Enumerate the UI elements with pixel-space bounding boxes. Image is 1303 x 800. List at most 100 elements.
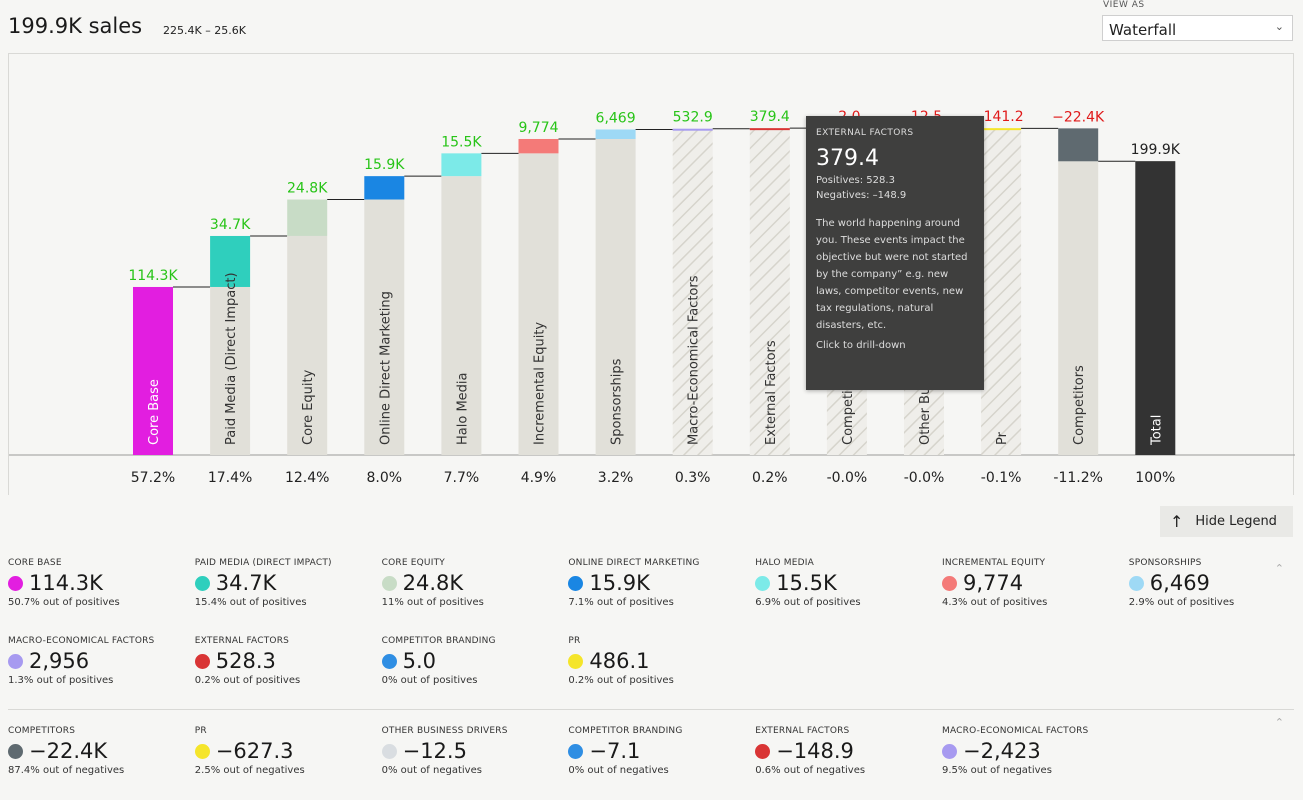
legend-item-name: EXTERNAL FACTORS [755, 726, 850, 736]
tooltip-title: EXTERNAL FACTORS [816, 128, 914, 138]
bar-base-column [749, 128, 790, 455]
data-label: −22.4K [1052, 109, 1105, 125]
legend-dot-icon [568, 575, 584, 591]
legend-dot-icon [942, 575, 957, 591]
bar-sponsorships [595, 129, 636, 139]
legend-item[interactable]: SPONSORSHIPS 6,469 2.9% out of positives [1128, 558, 1303, 608]
legend-item[interactable]: COMPETITOR BRANDING −7.1 0% out of negativ… [568, 726, 748, 776]
share-label: 17.4% [208, 470, 252, 486]
legend-dot-icon [755, 743, 771, 759]
legend-item-name: ONLINE DIRECT MARKETING [568, 558, 700, 568]
category-label: Sponsorships [610, 358, 625, 445]
legend-item[interactable]: ONLINE DIRECT MARKETING 15.9K 7.1% out of … [568, 558, 748, 608]
data-label: 532.9 [673, 110, 713, 126]
share-label: 8.0% [367, 470, 403, 486]
data-label: 199.9K [1131, 142, 1181, 158]
data-label: 9,774 [518, 120, 558, 136]
share-label: 57.2% [131, 470, 175, 486]
legend-item-share: 15.4% out of positives [194, 597, 307, 608]
share-label: -11.2% [1053, 470, 1103, 486]
legend-item-share: 0% out of negatives [381, 765, 482, 776]
legend-item-value: −627.3 [215, 739, 294, 763]
legend-item-value: 528.3 [215, 649, 276, 673]
legend-dot-icon [381, 653, 397, 669]
category-label: Competitors [1072, 365, 1087, 445]
bar-core-base [133, 286, 173, 455]
legend-item[interactable]: EXTERNAL FACTORS −148.9 0.6% out of negati… [755, 726, 935, 776]
legend-item-name: OTHER BUSINESS DRIVERS [381, 726, 508, 736]
legend-item-share: 0% out of positives [381, 675, 478, 686]
legend-item-name: PR [568, 636, 581, 646]
legend-item[interactable]: CORE EQUITY 24.8K 11% out of positives [381, 558, 562, 608]
legend-dot-icon [568, 653, 584, 669]
view-as-value: Waterfall [1109, 21, 1177, 39]
legend-item-share: 9.5% out of negatives [942, 765, 1052, 776]
legend-dot-icon [8, 743, 23, 759]
tooltip-drill-down-link[interactable]: Click to drill-down [816, 340, 906, 351]
data-label: 379.4 [750, 109, 790, 125]
legend-dot-icon [194, 743, 210, 759]
bar-incremental-equity [518, 138, 559, 154]
legend-item-name: HALO MEDIA [755, 558, 814, 568]
hide-legend-button[interactable]: ↑ Hide Legend [1160, 506, 1293, 537]
legend-dot-icon [8, 575, 23, 591]
share-label: 12.4% [285, 470, 329, 486]
share-label: 7.7% [444, 470, 480, 486]
legend-dot-icon [381, 575, 397, 591]
legend-item-name: COMPETITOR BRANDING [568, 726, 683, 736]
bar-external-factors [749, 128, 790, 131]
legend-item-value: 15.5K [776, 571, 837, 595]
collapse-negatives-icon[interactable]: ⌃ [1274, 716, 1284, 729]
category-label: Core Equity [301, 369, 316, 445]
bar-base-column [672, 129, 713, 455]
legend-item-name: EXTERNAL FACTORS [194, 636, 290, 646]
legend-item-value: 114.3K [29, 571, 103, 595]
view-as-select[interactable]: Waterfall ⌄ [1102, 15, 1293, 41]
bar-core-equity [287, 199, 328, 236]
legend-item[interactable]: OTHER BUSINESS DRIVERS −12.5 0% out of neg… [381, 726, 562, 776]
bar-macro-economical-factors [672, 128, 713, 131]
category-label: Incremental Equity [533, 322, 548, 445]
bar-base-column [364, 199, 405, 455]
share-label: 3.2% [598, 470, 634, 486]
legend-item-share: 87.4% out of negatives [8, 765, 125, 776]
category-label: Macro-Economical Factors [687, 275, 702, 445]
legend-item-value: 486.1 [589, 649, 650, 673]
waterfall-chart[interactable]: 114.3K Core Base 57.2% 34.7K Paid Media (Dir… [9, 54, 1295, 496]
legend-item[interactable]: MACRO-ECONOMICAL FACTORS 2,956 1.3% out of… [8, 636, 188, 686]
legend-item[interactable]: EXTERNAL FACTORS 528.3 0.2% out of positiv… [194, 636, 375, 686]
legend-item-name: SPONSORSHIPS [1128, 558, 1202, 568]
legend-dot-icon [1128, 575, 1144, 591]
legend-item-value: −7.1 [589, 739, 641, 763]
legend-item-name: MACRO-ECONOMICAL FACTORS [8, 636, 155, 646]
legend-item[interactable]: MACRO-ECONOMICAL FACTORS −2,423 9.5% out o… [942, 726, 1122, 776]
view-as-label: VIEW AS [1103, 0, 1145, 10]
legend-item[interactable]: HALO MEDIA 15.5K 6.9% out of positives [755, 558, 935, 608]
legend-item[interactable]: INCREMENTAL EQUITY 9,774 4.3% out of posit… [942, 558, 1122, 608]
category-label: Halo Media [455, 373, 470, 445]
legend-item[interactable]: COMPETITORS −22.4K 87.4% out of negatives [8, 726, 188, 776]
category-label: Core Base [147, 379, 162, 445]
range-subtitle: 225.4K – 25.6K [163, 24, 246, 37]
bar-base-column [518, 153, 559, 455]
hide-legend-label: Hide Legend [1195, 514, 1277, 529]
collapse-positives-icon[interactable]: ⌃ [1274, 562, 1284, 575]
legend-item-name: MACRO-ECONOMICAL FACTORS [942, 726, 1089, 736]
legend-dot-icon [194, 575, 210, 591]
bar-base-column [210, 286, 251, 455]
legend-item[interactable]: PR 486.1 0.2% out of positives [568, 636, 748, 686]
legend-divider [8, 709, 1294, 710]
legend-item[interactable]: PAID MEDIA (DIRECT IMPACT) 34.7K 15.4% out… [194, 558, 375, 608]
arrow-up-icon: ↑ [1170, 512, 1184, 531]
legend-item-name: CORE BASE [8, 558, 62, 568]
tooltip-value: 379.4 [816, 146, 879, 171]
legend-item[interactable]: COMPETITOR BRANDING 5.0 0% out of positive… [381, 636, 562, 686]
legend-item-share: 1.3% out of positives [8, 675, 114, 686]
legend-item-share: 11% out of positives [381, 597, 484, 608]
bar-total [1135, 161, 1176, 455]
bar-base-column [595, 138, 636, 455]
chart-panel: 114.3K Core Base 57.2% 34.7K Paid Media (Dir… [8, 53, 1295, 496]
legend-item-value: 24.8K [402, 571, 464, 595]
legend-item[interactable]: PR −627.3 2.5% out of negatives [194, 726, 375, 776]
legend-item[interactable]: CORE BASE 114.3K 50.7% out of positives [8, 558, 188, 608]
